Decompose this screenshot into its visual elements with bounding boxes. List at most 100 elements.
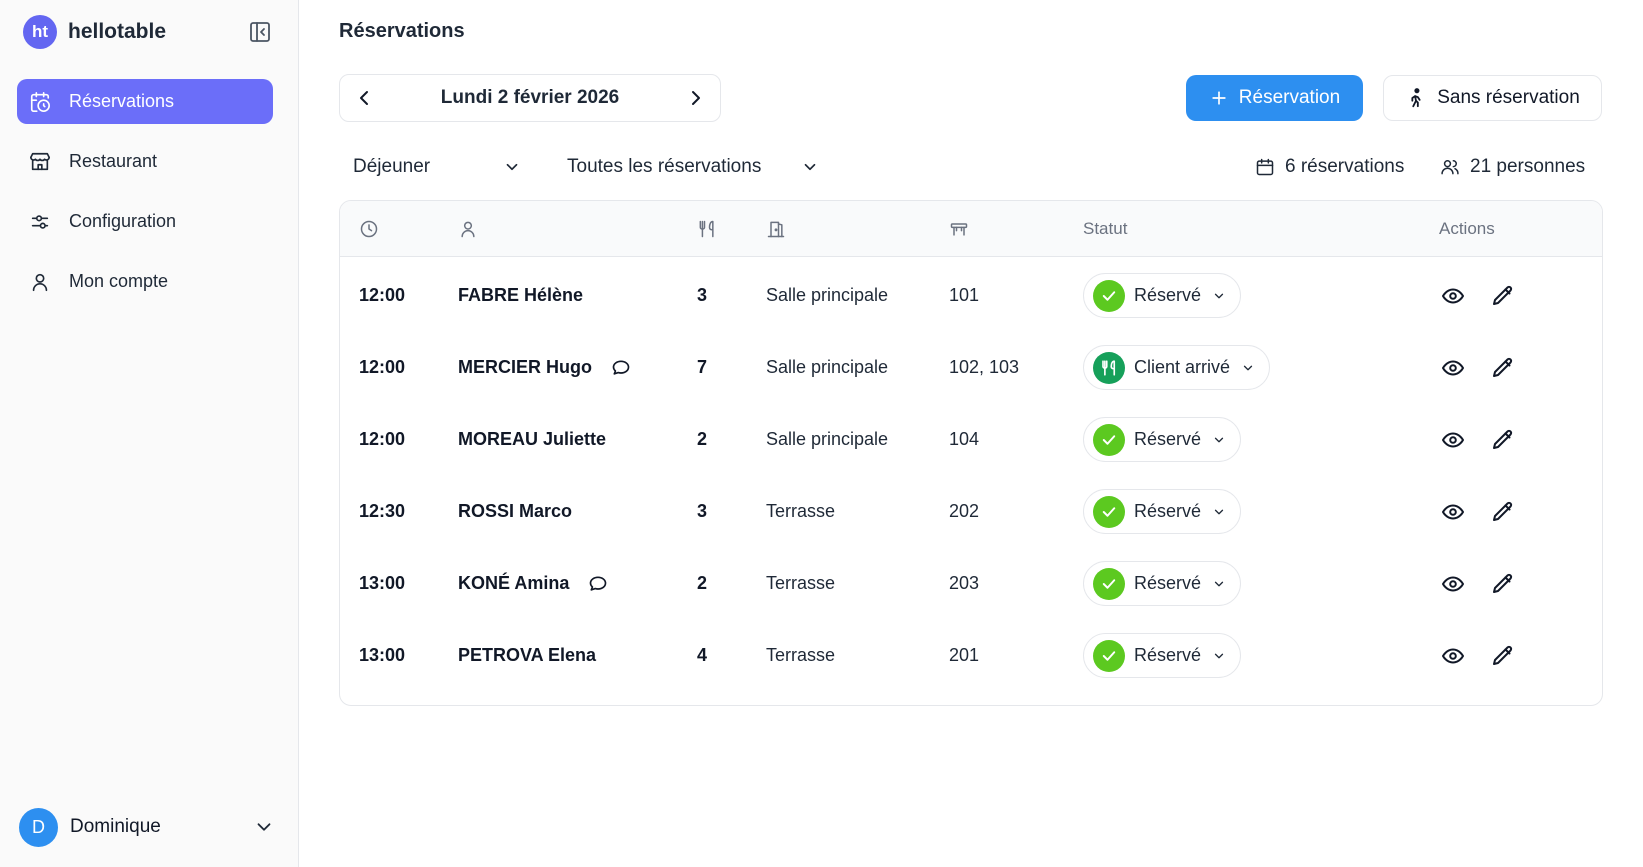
view-button[interactable]	[1441, 330, 1465, 405]
status-label: Réservé	[1134, 285, 1202, 305]
covers-count: 2	[697, 573, 708, 593]
sidebar-item-label: Configuration	[69, 211, 177, 231]
user-menu[interactable]: D Dominique	[19, 807, 275, 847]
walk-in-button[interactable]: Sans réservation	[1383, 75, 1602, 121]
table-numbers: 202	[949, 501, 980, 521]
walking-person-icon	[1405, 87, 1427, 109]
next-day-button[interactable]	[684, 86, 708, 110]
sidebar-item-label: Réservations	[69, 91, 175, 111]
table-numbers: 201	[949, 645, 980, 665]
chevron-down-icon	[801, 158, 819, 176]
table-row[interactable]: 12:00 MOREAU Juliette 2 Salle principale…	[340, 402, 1602, 477]
sidebar-item-mon-compte[interactable]: Mon compte	[17, 259, 273, 304]
sidebar-item-configuration[interactable]: Configuration	[17, 199, 273, 244]
status-column-header: Statut	[1083, 219, 1128, 238]
check-icon	[1093, 423, 1125, 456]
guest-name: FABRE Hélène	[458, 258, 583, 333]
view-button[interactable]	[1441, 618, 1465, 693]
user-icon	[458, 201, 478, 257]
reservation-time: 12:30	[359, 501, 406, 521]
eye-icon	[1441, 572, 1465, 596]
check-icon	[1093, 279, 1125, 312]
table-row[interactable]: 12:00 MERCIER Hugo 7 Salle principale 10…	[340, 330, 1602, 405]
avatar: D	[19, 807, 58, 847]
room-name: Terrasse	[766, 573, 836, 593]
table-numbers: 101	[949, 285, 980, 305]
sidebar-item-restaurant[interactable]: Restaurant	[17, 139, 273, 184]
new-reservation-label: Réservation	[1238, 87, 1341, 108]
current-date[interactable]: Lundi 2 février 2026	[440, 87, 620, 108]
service-filter-select[interactable]: Déjeuner	[353, 152, 521, 182]
eye-icon	[1441, 428, 1465, 452]
plus-icon	[1209, 88, 1229, 108]
reservation-time: 12:00	[359, 429, 406, 449]
status-label: Réservé	[1134, 573, 1202, 593]
table-row[interactable]: 13:00 KONÉ Amina 2 Terrasse 203 Réservé	[340, 546, 1602, 621]
guest-name-text: MOREAU Juliette	[458, 429, 607, 449]
status-select[interactable]: Réservé	[1083, 633, 1242, 678]
brand[interactable]: ht hellotable	[23, 15, 166, 49]
room-name: Salle principale	[766, 429, 889, 449]
user-name: Dominique	[70, 816, 161, 837]
reservation-count-stat: 6 réservations	[1255, 152, 1404, 182]
guest-name: MERCIER Hugo	[458, 330, 631, 405]
guest-name: KONÉ Amina	[458, 546, 608, 621]
utensils-icon	[1093, 351, 1125, 384]
status-cell: Réservé	[1083, 402, 1242, 477]
collapse-sidebar-icon[interactable]	[248, 20, 272, 44]
view-button[interactable]	[1441, 402, 1465, 477]
status-select[interactable]: Réservé	[1083, 489, 1242, 534]
sidebar-item-reservations[interactable]: Réservations	[17, 79, 273, 124]
chevron-down-icon	[1212, 649, 1226, 663]
chevron-down-icon	[1241, 361, 1255, 375]
comment-icon[interactable]	[611, 358, 631, 378]
edit-button[interactable]	[1491, 474, 1515, 549]
view-button[interactable]	[1441, 474, 1465, 549]
person-count-stat: 21 personnes	[1440, 152, 1585, 182]
previous-day-button[interactable]	[352, 86, 376, 110]
view-button[interactable]	[1441, 258, 1465, 333]
chevron-down-icon	[1212, 289, 1226, 303]
covers-count: 2	[697, 429, 708, 449]
status-select[interactable]: Réservé	[1083, 417, 1242, 462]
table-row[interactable]: 13:00 PETROVA Elena 4 Terrasse 201 Réser…	[340, 618, 1602, 693]
table-numbers: 104	[949, 429, 980, 449]
table-numbers: 203	[949, 573, 980, 593]
edit-button[interactable]	[1491, 258, 1515, 333]
guest-name: MOREAU Juliette	[458, 402, 606, 477]
new-reservation-button[interactable]: Réservation	[1186, 75, 1363, 121]
eye-icon	[1441, 500, 1465, 524]
chevron-down-icon	[503, 158, 521, 176]
guest-name-text: ROSSI Marco	[458, 501, 573, 521]
covers-count: 4	[697, 645, 708, 665]
table-row[interactable]: 12:00 FABRE Hélène 3 Salle principale 10…	[340, 258, 1602, 333]
reservation-time: 12:00	[359, 357, 406, 377]
page-title: Réservations	[339, 20, 465, 42]
edit-button[interactable]	[1491, 402, 1515, 477]
edit-button[interactable]	[1491, 330, 1515, 405]
sidebar: ht hellotable Réservations Restaurant	[0, 0, 299, 867]
walk-in-label: Sans réservation	[1437, 87, 1580, 108]
pencil-icon	[1491, 356, 1515, 380]
reservation-time: 13:00	[359, 645, 406, 665]
status-cell: Réservé	[1083, 258, 1242, 333]
edit-button[interactable]	[1491, 546, 1515, 621]
status-select[interactable]: Client arrivé	[1083, 345, 1271, 390]
actions-column-header: Actions	[1439, 219, 1495, 238]
reservation-type-filter-select[interactable]: Toutes les réservations	[567, 152, 819, 182]
table-row[interactable]: 12:30 ROSSI Marco 3 Terrasse 202 Réservé	[340, 474, 1602, 549]
view-button[interactable]	[1441, 546, 1465, 621]
table-header: Statut Actions	[340, 201, 1602, 257]
comment-icon[interactable]	[588, 574, 608, 594]
room-name: Salle principale	[766, 285, 889, 305]
pencil-icon	[1491, 284, 1515, 308]
edit-button[interactable]	[1491, 618, 1515, 693]
room-name: Terrasse	[766, 501, 836, 521]
status-cell: Réservé	[1083, 474, 1242, 549]
status-select[interactable]: Réservé	[1083, 273, 1242, 318]
date-navigator: Lundi 2 février 2026	[339, 74, 721, 122]
users-icon	[1440, 157, 1460, 177]
chevron-down-icon	[253, 816, 275, 838]
user-icon	[29, 271, 51, 293]
status-select[interactable]: Réservé	[1083, 561, 1242, 606]
